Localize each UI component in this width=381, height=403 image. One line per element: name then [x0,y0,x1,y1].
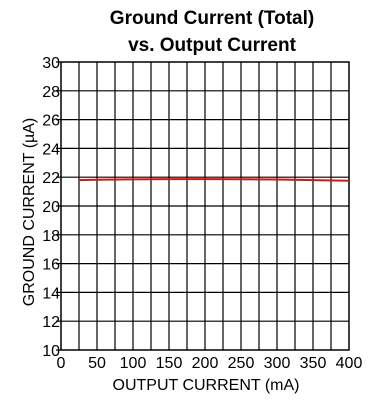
x-tick-label: 0 [57,355,66,372]
grid-layer [61,62,349,350]
x-tick-label: 200 [192,355,219,372]
y-tick-label: 28 [42,84,60,101]
y-tick-label: 26 [42,113,60,130]
series-layer [78,178,350,182]
chart-title: Ground Current (Total) [110,8,314,29]
series-line [78,178,350,182]
x-axis-label: OUTPUT CURRENT (mA) [113,377,300,394]
x-tick-label: 150 [156,355,183,372]
chart-subtitle: vs. Output Current [128,35,297,56]
x-tick-label: 350 [300,355,327,372]
x-tick-label: 250 [228,355,255,372]
y-tick-label: 30 [42,55,60,72]
y-tick-label: 20 [42,199,60,216]
y-tick-label: 18 [42,228,60,245]
y-tick-label: 12 [42,314,60,331]
x-tick-label: 300 [264,355,291,372]
y-tick-label: 24 [42,141,60,158]
y-tick-label: 22 [42,170,60,187]
x-tick-label: 50 [88,355,106,372]
y-tick-label: 10 [42,343,60,360]
y-axis-label: GROUND CURRENT (µA) [21,118,38,306]
y-tick-label: 14 [42,285,60,302]
x-tick-label: 100 [120,355,147,372]
x-tick-label: 400 [336,355,363,372]
y-tick-label: 16 [42,257,60,274]
